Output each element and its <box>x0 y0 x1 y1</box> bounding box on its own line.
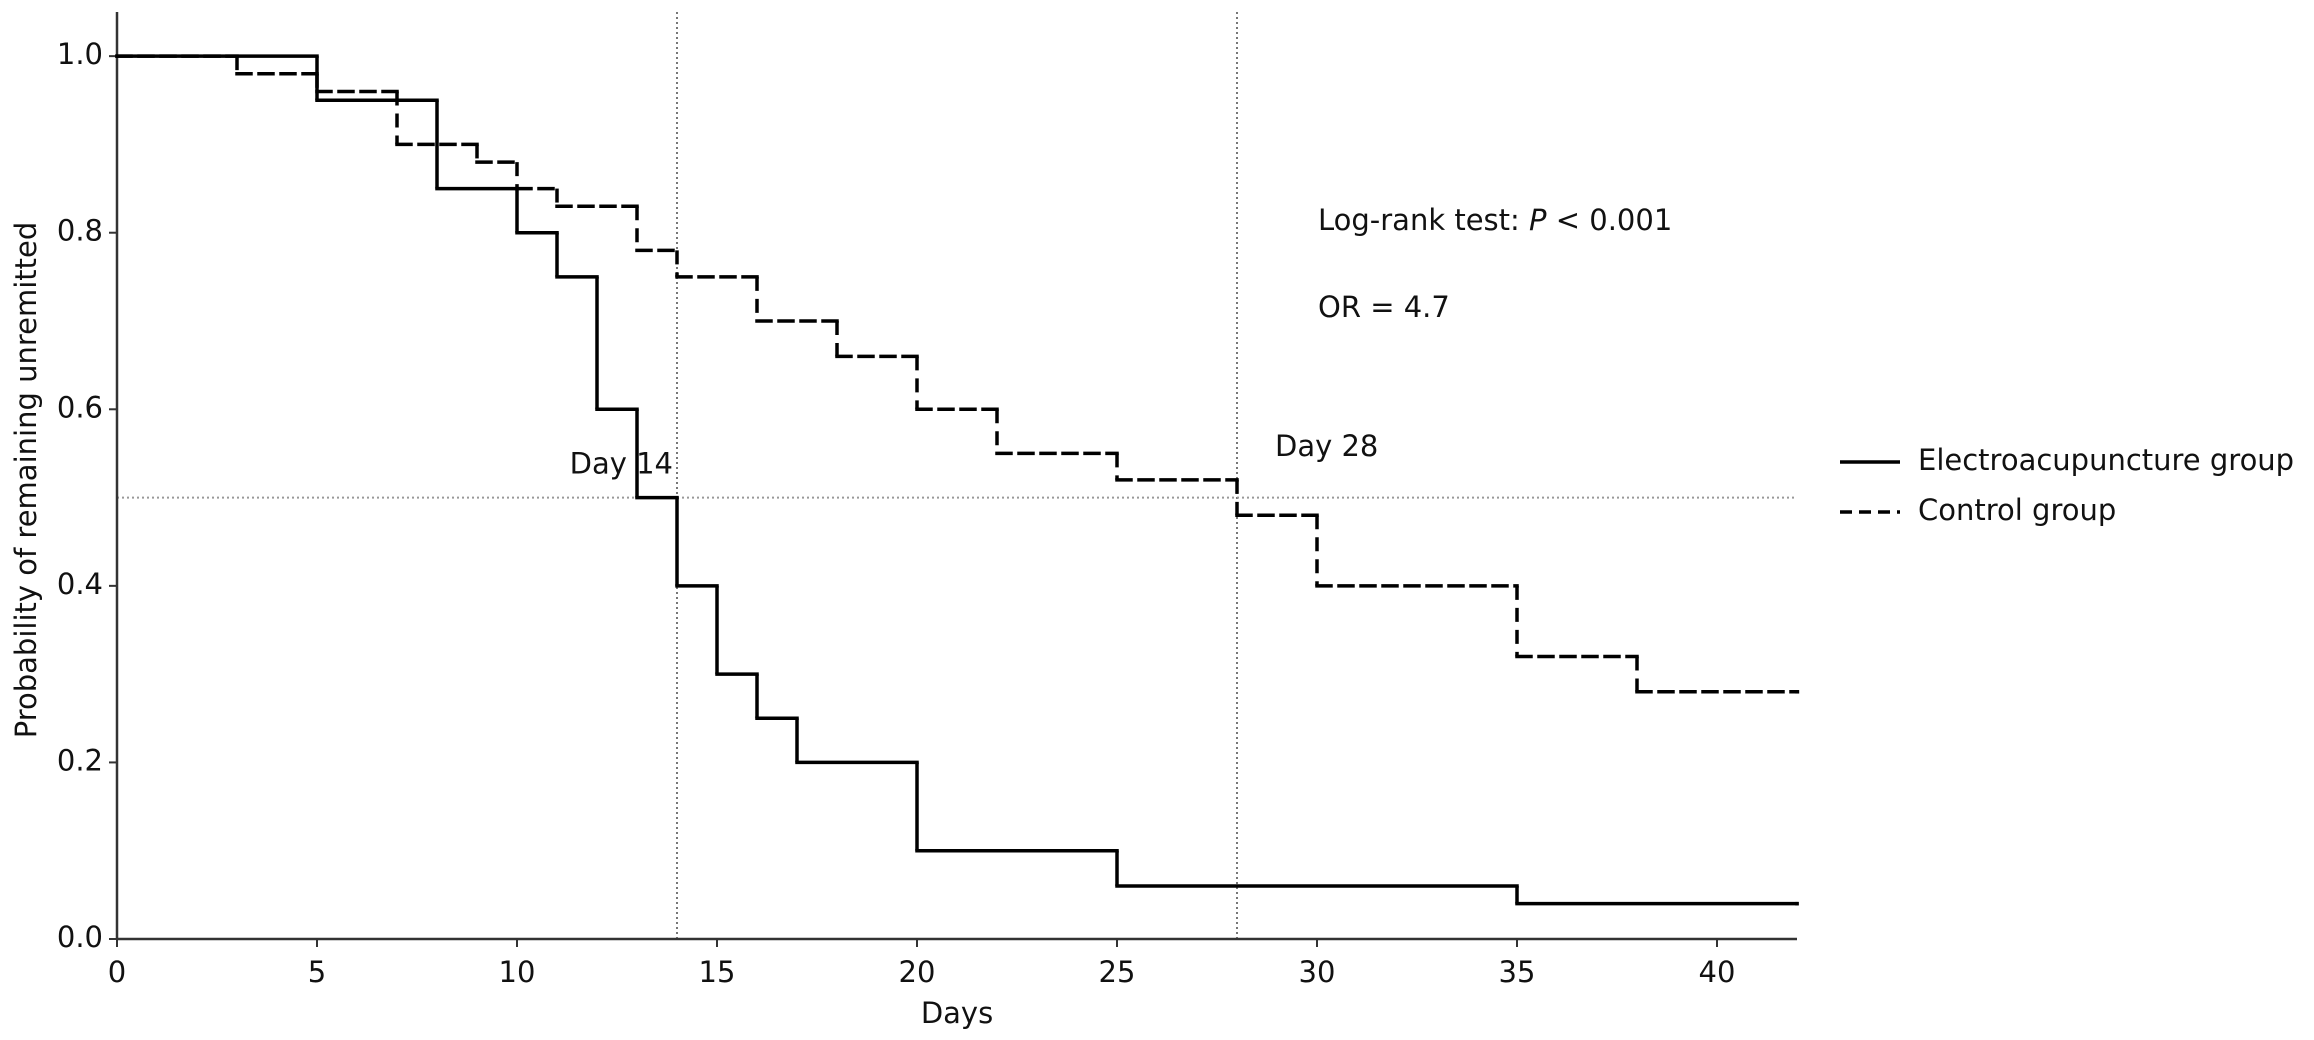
x-tick-label: 35 <box>1499 955 1536 989</box>
y-tick-label: 0.8 <box>57 214 103 248</box>
stat-symbol: P <box>1529 203 1547 237</box>
x-tick-label: 5 <box>308 955 326 989</box>
y-axis-label: Probability of remaining unremitted <box>9 222 43 739</box>
x-tick-label: 25 <box>1099 955 1136 989</box>
y-tick-label: 0.4 <box>57 567 103 601</box>
x-tick-label: 10 <box>499 955 536 989</box>
x-tick-label: 20 <box>899 955 936 989</box>
stat-prefix: Log-rank test: <box>1318 203 1529 237</box>
legend-label: Control group <box>1918 493 2116 527</box>
stat-suffix: < 0.001 <box>1547 203 1673 237</box>
legend-label: Electroacupuncture group <box>1918 443 2294 477</box>
y-tick-label: 0.2 <box>57 743 103 777</box>
y-tick-label: 0.6 <box>57 390 103 424</box>
odds-ratio: OR = 4.7 <box>1318 290 1450 324</box>
annotation: Day 14 <box>570 447 673 481</box>
y-tick-label: 1.0 <box>57 37 103 71</box>
x-tick-label: 15 <box>699 955 736 989</box>
x-tick-label: 30 <box>1299 955 1336 989</box>
x-tick-label: 0 <box>108 955 126 989</box>
annotation: Day 28 <box>1275 429 1378 463</box>
x-axis-label: Days <box>921 996 993 1030</box>
x-tick-label: 40 <box>1699 955 1736 989</box>
stat-test: Log-rank test: P < 0.001 <box>1318 203 1672 237</box>
y-tick-label: 0.0 <box>57 920 103 954</box>
